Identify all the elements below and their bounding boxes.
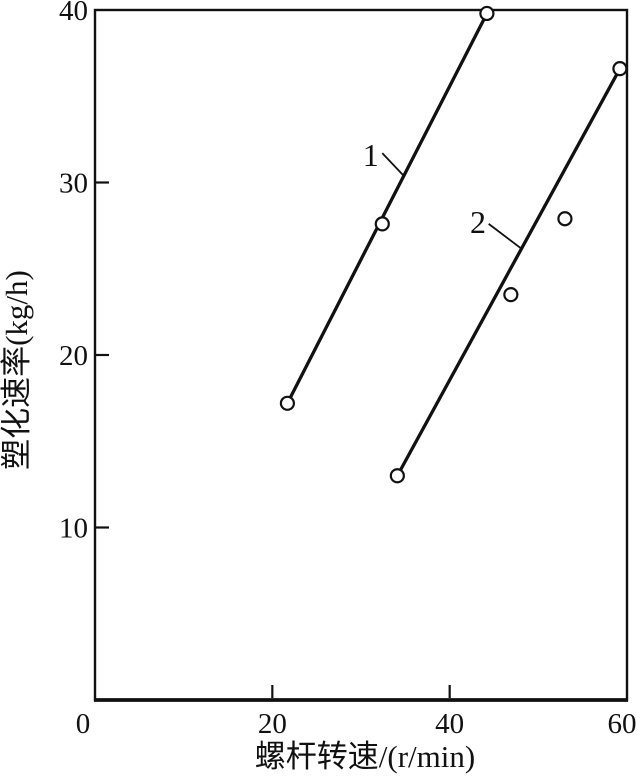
series-label: 2 <box>470 204 486 240</box>
data-point <box>279 395 296 411</box>
series-line <box>395 67 622 478</box>
x-axis-title: 螺杆转速/(r/min) <box>254 739 476 774</box>
data-point <box>557 211 573 227</box>
data-point <box>479 5 495 22</box>
y-tick-label: 40 <box>59 0 88 27</box>
data-point <box>612 61 628 77</box>
series-line <box>285 11 489 405</box>
y-axis-title: 塑化速率(kg/h) <box>0 270 34 470</box>
x-tick-label: 60 <box>608 708 637 740</box>
plot-border <box>93 8 629 702</box>
label-leader-line <box>488 223 522 249</box>
x-tick-label: 20 <box>258 708 287 740</box>
y-tick-label: 10 <box>59 513 88 545</box>
data-point <box>374 216 390 232</box>
label-leader-line <box>381 152 405 177</box>
data-point <box>389 468 405 484</box>
series-label: 1 <box>363 137 379 173</box>
y-tick-label: 20 <box>59 340 88 372</box>
x-tick-label: 40 <box>435 708 464 740</box>
x-tick-label: 0 <box>76 708 91 740</box>
y-tick-label: 30 <box>59 168 88 200</box>
data-point <box>503 287 519 303</box>
